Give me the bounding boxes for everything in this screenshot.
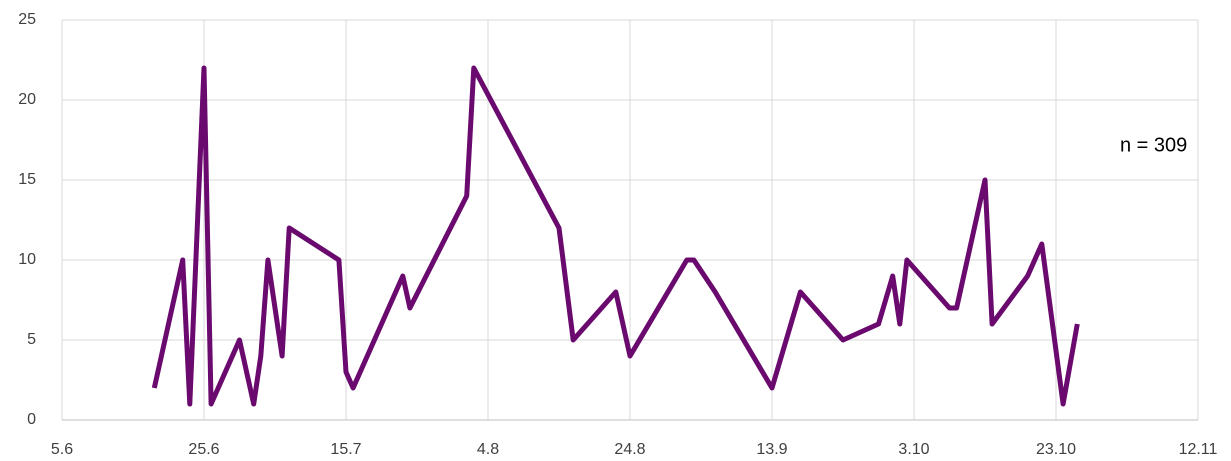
x-tick-label: 4.8 [477,441,499,458]
y-tick-label: 25 [18,11,36,28]
x-tick-label: 5.6 [51,441,73,458]
y-tick-label: 0 [27,411,36,428]
annotation: n = 309 [1120,134,1187,156]
x-tick-label: 23.10 [1036,441,1076,458]
y-tick-label: 10 [18,251,36,268]
x-tick-label: 25.6 [188,441,219,458]
y-tick-label: 20 [18,91,36,108]
x-tick-label: 15.7 [330,441,361,458]
x-tick-label: 13.9 [756,441,787,458]
line [151,65,1080,407]
y-tick-label: 5 [27,331,36,348]
x-tick-label: 3.10 [898,441,929,458]
x-tick-label: 12.11 [1179,441,1218,458]
x-tick-label: 24.8 [614,441,645,458]
y-tick-label: 15 [18,171,36,188]
